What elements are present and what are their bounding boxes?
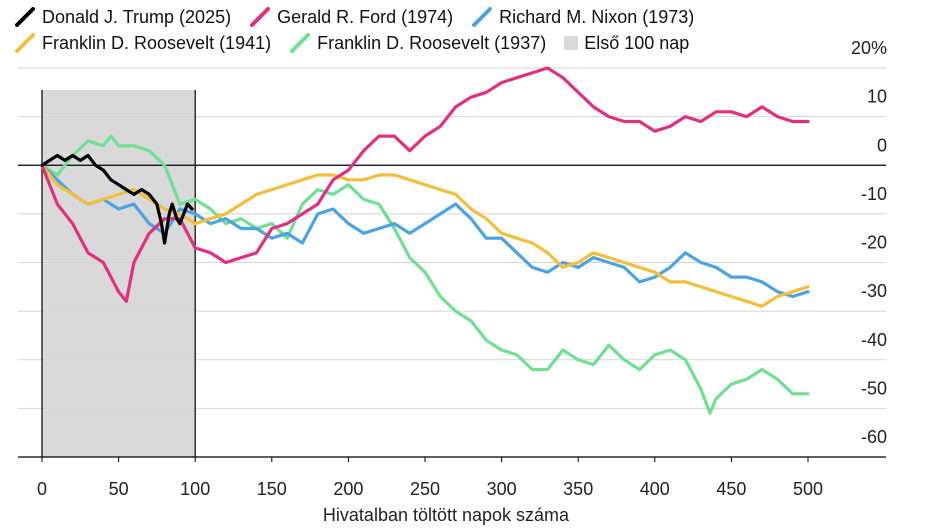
legend-item-nixon: Richard M. Nixon (1973)	[471, 6, 694, 28]
legend-item-fdr-1937: Franklin D. Roosevelt (1937)	[289, 32, 546, 54]
x-tick-label-8: 400	[640, 479, 670, 499]
series-line-0	[40, 134, 810, 415]
y-tick-label-6: -40	[861, 330, 887, 350]
legend-row-1: Donald J. Trump (2025) Gerald R. Ford (1…	[14, 4, 914, 30]
x-tick-label-9: 450	[716, 479, 746, 499]
y-tick-label-3: -10	[861, 184, 887, 204]
x-tick-label-7: 350	[563, 479, 593, 499]
legend-label-fdr-1937: Franklin D. Roosevelt (1937)	[317, 32, 547, 53]
x-axis-title: Hivatalban töltött napok száma	[323, 505, 570, 525]
series-line-3	[40, 66, 810, 303]
x-tick-label-3: 150	[257, 479, 287, 499]
y-tick-label-2: 0	[877, 135, 887, 155]
legend-label-ford: Gerald R. Ford (1974)	[277, 6, 454, 27]
legend-item-ford: Gerald R. Ford (1974)	[249, 6, 453, 28]
y-tick-label-1: 10	[867, 87, 887, 107]
legend-label-nixon: Richard M. Nixon (1973)	[499, 6, 695, 27]
legend-item-trump: Donald J. Trump (2025)	[14, 6, 231, 28]
y-tick-label-4: -20	[861, 233, 887, 253]
legend-item-fdr-1941: Franklin D. Roosevelt (1941)	[14, 32, 271, 54]
x-tick-label-6: 300	[487, 479, 517, 499]
legend-item-first-100-days: Első 100 nap	[564, 33, 689, 54]
legend-marker-ford	[250, 7, 271, 27]
y-tick-label-0: 20%	[851, 38, 887, 58]
legend-label-trump: Donald J. Trump (2025)	[42, 6, 232, 27]
y-tick-label-5: -30	[861, 281, 887, 301]
x-tick-label-0: 0	[37, 479, 47, 499]
legend-marker-fdr-1937	[290, 33, 311, 53]
legend-label-first-100-days: Első 100 nap	[584, 32, 690, 53]
legend: Donald J. Trump (2025) Gerald R. Ford (1…	[14, 4, 914, 56]
series-line-4	[40, 153, 194, 245]
shaded-first-100-days	[42, 90, 196, 457]
x-tick-label-1: 50	[109, 479, 129, 499]
legend-marker-trump	[15, 7, 35, 27]
x-tick-label-10: 500	[793, 479, 823, 499]
legend-row-2: Franklin D. Roosevelt (1941) Franklin D.…	[14, 30, 914, 56]
y-tick-label-7: -50	[861, 378, 887, 398]
series-line-1	[40, 163, 810, 299]
legend-label-fdr-1941: Franklin D. Roosevelt (1941)	[42, 32, 272, 53]
x-tick-label-2: 100	[180, 479, 210, 499]
x-tick-label-4: 200	[333, 479, 363, 499]
legend-swatch-first-100-days	[564, 36, 579, 50]
legend-marker-fdr-1941	[15, 33, 35, 53]
x-tick-label-5: 250	[410, 479, 440, 499]
y-tick-label-8: -60	[861, 427, 887, 447]
legend-marker-nixon	[472, 7, 493, 27]
